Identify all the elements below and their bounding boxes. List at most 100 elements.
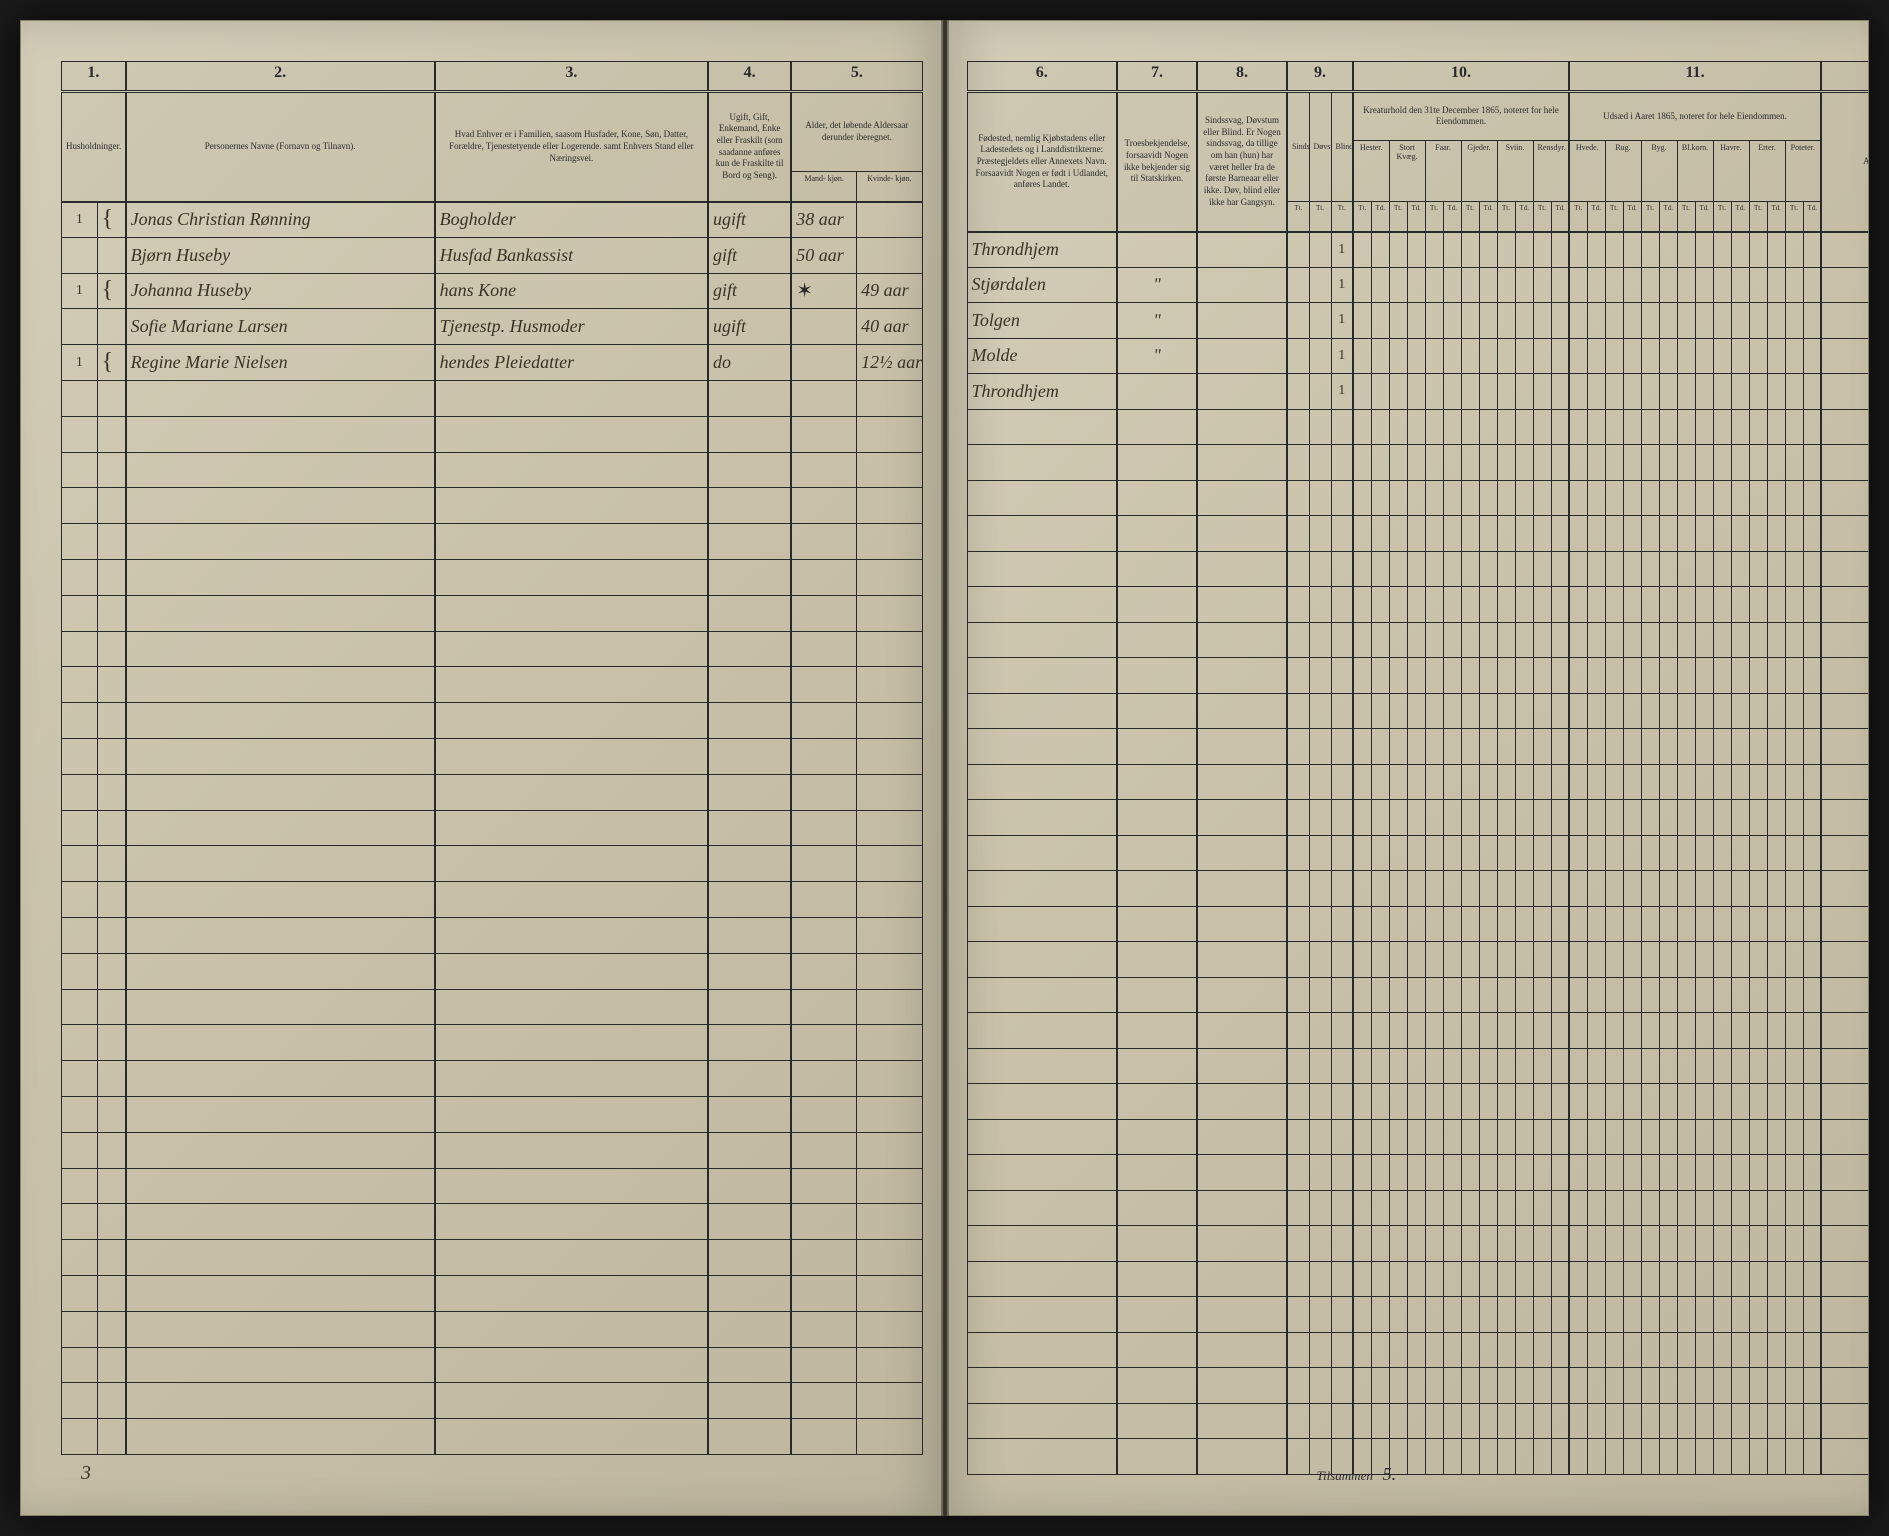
col12-desc: Anmærkninger. — [1821, 92, 1869, 232]
c9-3: 1 — [1331, 267, 1353, 303]
ledger-row: 1{Johanna Husebyhans Konegift✶49 aar — [62, 273, 923, 309]
c10-cell — [1407, 267, 1425, 303]
col2-num: 2. — [126, 62, 435, 92]
col1-desc: Husholdninger. — [62, 92, 126, 202]
col11-sub: Havre. — [1713, 140, 1749, 201]
c9-1 — [1287, 267, 1309, 303]
c10-cell — [1515, 232, 1533, 268]
td-cell: Td. — [1803, 202, 1821, 232]
c10-cell — [1497, 338, 1515, 374]
c11-cell — [1767, 374, 1785, 410]
c10-cell — [1407, 303, 1425, 339]
empty-row — [967, 1261, 1869, 1297]
col2-desc: Personernes Navne (Fornavn og Tilnavn). — [126, 92, 435, 202]
person-name: Jonas Christian Rønning — [126, 202, 435, 238]
empty-row — [967, 1439, 1869, 1475]
person-role: Husfad Bankassist — [435, 237, 708, 273]
faith — [1117, 232, 1197, 268]
empty-row — [967, 480, 1869, 516]
ledger-page-right: 6. 7. 8. 9. 10. 11. Fødested, nemlig Kjø… — [945, 20, 1870, 1516]
c10-cell — [1425, 267, 1443, 303]
c11-cell — [1749, 267, 1767, 303]
c11-cell — [1623, 303, 1641, 339]
col7-num: 7. — [1117, 62, 1197, 92]
c10-cell — [1551, 303, 1569, 339]
c10-cell — [1497, 303, 1515, 339]
c10-cell — [1479, 303, 1497, 339]
col11-sub: Poteter. — [1785, 140, 1821, 201]
c11-cell — [1569, 232, 1587, 268]
age-female — [857, 237, 922, 273]
ledger-row: Stjørdalenʺ1 — [967, 267, 1869, 303]
c11-cell — [1785, 303, 1803, 339]
person-name: Sofie Mariane Larsen — [126, 309, 435, 345]
empty-row — [62, 416, 923, 452]
empty-row — [62, 1061, 923, 1097]
c9-2 — [1309, 232, 1331, 268]
c11-cell — [1623, 374, 1641, 410]
col10-sub: Gjeder. — [1461, 140, 1497, 201]
col10-num: 10. — [1353, 62, 1569, 92]
birthplace: Stjørdalen — [967, 267, 1117, 303]
c10-cell — [1443, 338, 1461, 374]
empty-row — [62, 846, 923, 882]
c11-cell — [1803, 232, 1821, 268]
c11-cell — [1785, 267, 1803, 303]
empty-row — [62, 631, 923, 667]
c11-cell — [1695, 303, 1713, 339]
c10-cell — [1461, 232, 1479, 268]
birthplace: Throndhjem — [967, 374, 1117, 410]
col5-sub2: Kvinde- kjøn. — [857, 172, 922, 202]
c10-cell — [1425, 338, 1443, 374]
empty-row — [62, 882, 923, 918]
empty-row — [967, 1226, 1869, 1262]
empty-row — [62, 1383, 923, 1419]
person-role: Bogholder — [435, 202, 708, 238]
c11-cell — [1713, 374, 1731, 410]
birthplace: Molde — [967, 338, 1117, 374]
c10-cell — [1371, 267, 1389, 303]
tt-cell: Tt. — [1785, 202, 1803, 232]
empty-row — [62, 488, 923, 524]
c11-cell — [1749, 338, 1767, 374]
tt-cell: Tt. — [1389, 202, 1407, 232]
c9-1 — [1287, 232, 1309, 268]
empty-row — [62, 1168, 923, 1204]
c10-cell — [1551, 374, 1569, 410]
c10-cell — [1407, 338, 1425, 374]
tt-cell: Tt. — [1353, 202, 1371, 232]
condition — [1197, 374, 1287, 410]
c11-cell — [1587, 232, 1605, 268]
ledger-row: Throndhjem1 — [967, 232, 1869, 268]
c10-cell — [1389, 267, 1407, 303]
ledger-row: 1{Jonas Christian RønningBogholderugift3… — [62, 202, 923, 238]
ledger-row: Throndhjem1 — [967, 374, 1869, 410]
c11-cell — [1587, 303, 1605, 339]
c11-cell — [1713, 303, 1731, 339]
ledger-page-left: 1. 2. 3. 4. 5. Husholdninger. Personerne… — [20, 20, 945, 1516]
tt-cell: Tt. — [1497, 202, 1515, 232]
empty-row — [62, 1096, 923, 1132]
c10-cell — [1353, 267, 1371, 303]
c11-cell — [1659, 338, 1677, 374]
c11-cell — [1641, 232, 1659, 268]
condition — [1197, 303, 1287, 339]
page-number-left: 3 — [81, 1462, 91, 1485]
c10-cell — [1479, 232, 1497, 268]
c9-2 — [1309, 338, 1331, 374]
c10-cell — [1551, 338, 1569, 374]
c11-cell — [1767, 303, 1785, 339]
empty-row — [967, 693, 1869, 729]
c11-cell — [1623, 232, 1641, 268]
c10-cell — [1371, 374, 1389, 410]
c11-cell — [1659, 267, 1677, 303]
birthplace: Tolgen — [967, 303, 1117, 339]
household-num: 1 — [62, 345, 98, 381]
td-cell: Td. — [1443, 202, 1461, 232]
c10-cell — [1479, 374, 1497, 410]
empty-row — [967, 622, 1869, 658]
td-cell: Td. — [1551, 202, 1569, 232]
marital-status: ugift — [708, 202, 791, 238]
c10-cell — [1533, 232, 1551, 268]
empty-row — [62, 524, 923, 560]
